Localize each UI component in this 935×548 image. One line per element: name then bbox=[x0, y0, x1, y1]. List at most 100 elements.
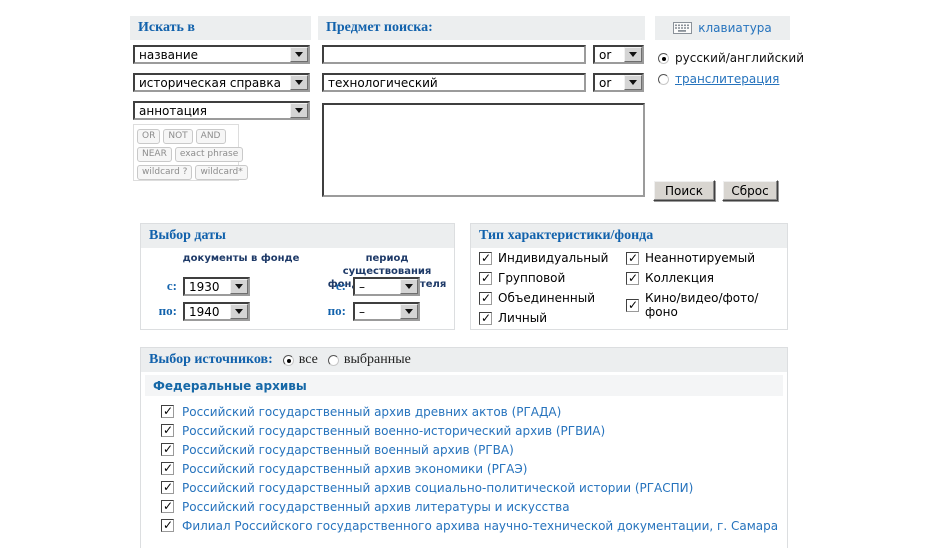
lang-option-russian-english: русский/английский bbox=[658, 51, 804, 65]
fund-type-checkbox-united[interactable] bbox=[479, 291, 492, 305]
archive-checkbox-rgali[interactable] bbox=[161, 499, 174, 513]
field-select-3[interactable]: аннотация bbox=[133, 101, 310, 120]
sources-panel-header: Выбор источников: все выбранные bbox=[141, 348, 787, 372]
reset-button[interactable]: Сброс bbox=[722, 180, 778, 201]
founder-from-value: – bbox=[359, 279, 365, 294]
archive-row: Российский государственный военный архив… bbox=[161, 440, 779, 459]
search-in-title: Искать в bbox=[138, 20, 195, 35]
sources-title: Выбор источников: bbox=[149, 352, 273, 367]
operator-wildcard-star-button[interactable]: wildcard* bbox=[195, 165, 248, 180]
date-to-label: по: bbox=[158, 303, 177, 318]
dropdown-arrow-icon[interactable] bbox=[400, 304, 418, 319]
archive-row: Российский государственный военно-истори… bbox=[161, 421, 779, 440]
dropdown-arrow-icon[interactable] bbox=[230, 304, 248, 319]
docs-in-fund-label: документы в фонде bbox=[182, 253, 300, 264]
field-select-2-value: историческая справка bbox=[139, 75, 281, 90]
dropdown-arrow-icon[interactable] bbox=[624, 47, 642, 62]
founder-to-select[interactable]: – bbox=[353, 302, 420, 321]
dropdown-arrow-icon[interactable] bbox=[290, 47, 308, 62]
fund-type-checkbox-media[interactable] bbox=[626, 298, 639, 312]
fund-type-checkbox-unannotated[interactable] bbox=[626, 251, 639, 265]
search-term-input-2[interactable] bbox=[322, 73, 586, 92]
sources-option-selected: выбранные bbox=[327, 352, 411, 368]
fund-type-label: Личный bbox=[498, 311, 548, 325]
fund-type-col-2: Неаннотируемый Коллекция Кино/видео/фото… bbox=[626, 251, 787, 319]
operator-near-button[interactable]: NEAR bbox=[137, 147, 172, 162]
fund-type-panel-header: Тип характеристики/фонда bbox=[471, 224, 787, 248]
fund-type-label: Коллекция bbox=[645, 271, 715, 285]
radio-transliteration[interactable] bbox=[658, 73, 669, 85]
operator-or-button[interactable]: OR bbox=[137, 129, 161, 144]
archive-row: Российский государственный архив экономи… bbox=[161, 459, 779, 478]
date-to-value: 1940 bbox=[189, 304, 220, 319]
fund-type-label: Объединенный bbox=[498, 291, 595, 305]
archive-checkbox-rgantd-samara[interactable] bbox=[161, 518, 174, 532]
federal-archives-subheader: Федеральные архивы bbox=[145, 375, 783, 396]
fund-type-checkbox-collection[interactable] bbox=[626, 271, 639, 285]
field-select-1[interactable]: название bbox=[133, 45, 310, 64]
date-to-select[interactable]: 1940 bbox=[183, 302, 250, 321]
archive-checkbox-rgva[interactable] bbox=[161, 442, 174, 456]
founder-from-label: с: bbox=[335, 278, 346, 293]
operators-box: OR NOT AND NEAR exact phrase wildcard ? … bbox=[133, 124, 248, 181]
archive-link-rgaspi[interactable]: Российский государственный архив социаль… bbox=[182, 480, 694, 495]
dropdown-arrow-icon[interactable] bbox=[400, 279, 418, 294]
archive-row: Российский государственный архив древних… bbox=[161, 402, 779, 421]
keyboard-header: клавиатура bbox=[655, 16, 790, 40]
archive-checkbox-rgaspi[interactable] bbox=[161, 480, 174, 494]
archive-link-rgae[interactable]: Российский государственный архив экономи… bbox=[182, 461, 528, 476]
dropdown-arrow-icon[interactable] bbox=[624, 75, 642, 90]
radio-all-sources[interactable] bbox=[282, 354, 294, 366]
archive-link-rgvia[interactable]: Российский государственный военно-истори… bbox=[182, 423, 606, 438]
radio-russian-english[interactable] bbox=[658, 52, 669, 64]
archive-link-rgada[interactable]: Российский государственный архив древних… bbox=[182, 404, 562, 419]
dropdown-arrow-icon[interactable] bbox=[230, 279, 248, 294]
boolean-op-select-1[interactable]: or bbox=[593, 45, 644, 64]
boolean-op-select-2[interactable]: or bbox=[593, 73, 644, 92]
fund-type-panel-body: Индивидуальный Групповой Объединенный Ли… bbox=[471, 248, 787, 329]
fund-type-label: Неаннотируемый bbox=[645, 251, 756, 265]
field-select-3-value: аннотация bbox=[139, 103, 207, 118]
date-panel-body: документы в фонде с: 1930 по: 1940 перио… bbox=[141, 248, 454, 329]
federal-archives-title: Федеральные архивы bbox=[153, 378, 307, 393]
date-from-select[interactable]: 1930 bbox=[183, 277, 250, 296]
fund-type-label: Индивидуальный bbox=[498, 251, 609, 265]
dropdown-arrow-icon[interactable] bbox=[290, 103, 308, 118]
operator-not-button[interactable]: NOT bbox=[163, 129, 193, 144]
archive-checkbox-rgvia[interactable] bbox=[161, 423, 174, 437]
transliteration-link[interactable]: транслитерация bbox=[675, 72, 780, 86]
fund-type-checkbox-individual[interactable] bbox=[479, 251, 492, 265]
search-in-header: Искать в bbox=[130, 16, 311, 40]
archive-link-rgva[interactable]: Российский государственный военный архив… bbox=[182, 442, 514, 457]
fund-type-panel: Тип характеристики/фонда Индивидуальный … bbox=[470, 223, 788, 330]
sources-panel: Выбор источников: все выбранные Федераль… bbox=[140, 347, 788, 548]
archive-checkbox-rgae[interactable] bbox=[161, 461, 174, 475]
founder-to-label: по: bbox=[327, 303, 346, 318]
keyboard-icon[interactable] bbox=[673, 22, 693, 34]
operator-exact-phrase-button[interactable]: exact phrase bbox=[174, 147, 244, 162]
operator-and-button[interactable]: AND bbox=[195, 129, 226, 144]
search-button[interactable]: Поиск bbox=[653, 180, 715, 201]
archive-link-rgali[interactable]: Российский государственный архив литерат… bbox=[182, 499, 570, 514]
radio-selected-sources-label: выбранные bbox=[343, 352, 411, 367]
keyboard-link[interactable]: клавиатура bbox=[698, 21, 772, 35]
founder-to-value: – bbox=[359, 304, 365, 319]
dropdown-arrow-icon[interactable] bbox=[290, 75, 308, 90]
fund-type-col-1: Индивидуальный Групповой Объединенный Ли… bbox=[479, 251, 608, 325]
search-terms-textarea[interactable] bbox=[322, 103, 645, 197]
search-term-input-1[interactable] bbox=[322, 45, 586, 64]
subject-title: Предмет поиска: bbox=[326, 20, 433, 35]
archive-link-rgantd-samara[interactable]: Филиал Российского государственного архи… bbox=[182, 518, 779, 533]
date-panel-header: Выбор даты bbox=[141, 224, 454, 248]
fund-type-checkbox-personal[interactable] bbox=[479, 311, 492, 325]
date-panel-title: Выбор даты bbox=[149, 228, 226, 243]
radio-russian-english-label: русский/английский bbox=[675, 51, 805, 65]
operator-wildcard-q-button[interactable]: wildcard ? bbox=[137, 165, 193, 180]
archive-checkbox-rgada[interactable] bbox=[161, 404, 174, 418]
fund-type-checkbox-group[interactable] bbox=[479, 271, 492, 285]
radio-selected-sources[interactable] bbox=[327, 354, 339, 366]
archives-list: Российский государственный архив древних… bbox=[161, 402, 779, 535]
subject-header: Предмет поиска: bbox=[318, 16, 645, 40]
founder-from-select[interactable]: – bbox=[353, 277, 420, 296]
field-select-2[interactable]: историческая справка bbox=[133, 73, 310, 92]
